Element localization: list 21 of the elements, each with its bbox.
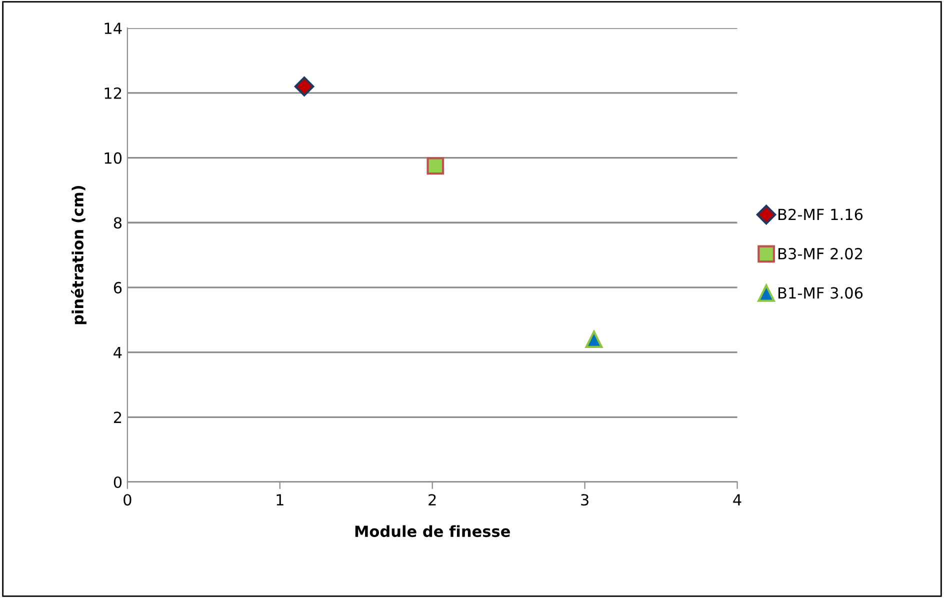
y-tick-label: 12 [104,87,122,99]
y-tick-label: 6 [114,282,122,294]
point [294,76,314,96]
x-tick-label: 1 [276,494,284,506]
x-axis-title: Module de finesse [355,525,510,538]
point [585,330,603,348]
x-tick-label: 2 [428,494,436,506]
y-axis-title: pinétration (cm) [71,186,86,324]
x-tick-label: 3 [581,494,588,506]
point [426,157,444,175]
y-tick-label: 14 [104,22,122,34]
x-tick-label: 4 [733,494,742,506]
x-tick-label: 0 [124,494,132,506]
y-tick-label: 4 [114,346,122,358]
y-tick-label: 10 [104,152,122,164]
y-tick-label: 8 [114,217,122,229]
legend-label: B1-MF 3.06 [778,287,863,299]
y-tick-label: 2 [114,412,122,423]
y-tick-label: 0 [114,476,122,488]
legend-label: B2-MF 1.16 [778,208,863,220]
legend-label: B3-MF 2.02 [778,248,862,260]
